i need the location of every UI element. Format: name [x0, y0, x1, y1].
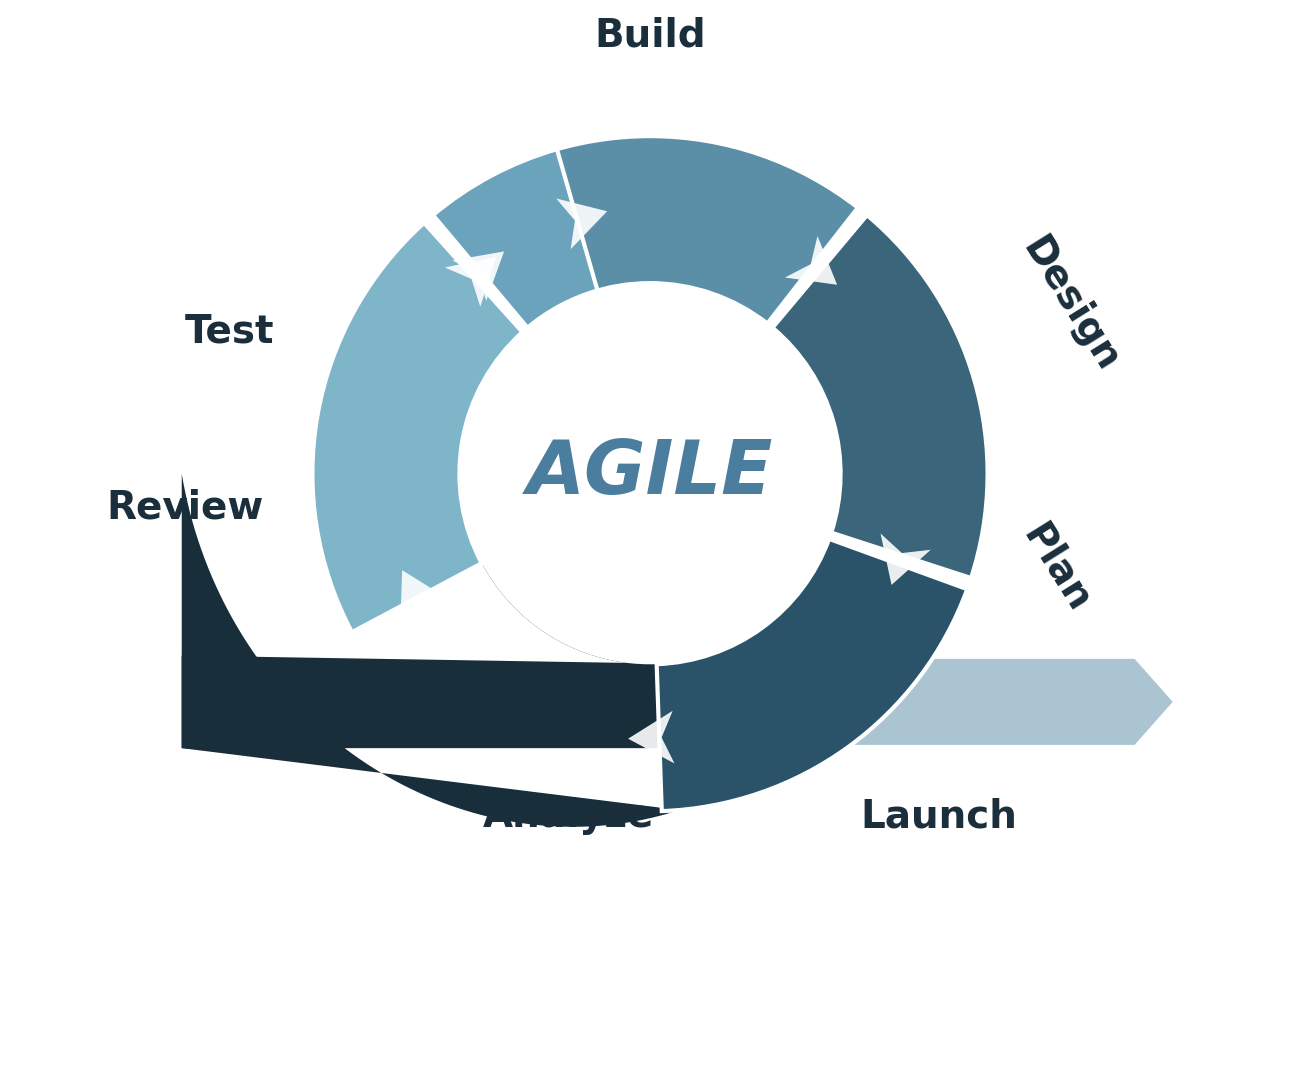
Text: Plan: Plan — [1015, 517, 1097, 619]
Polygon shape — [452, 252, 504, 301]
Wedge shape — [772, 216, 988, 578]
Text: Review: Review — [107, 489, 264, 526]
Polygon shape — [400, 571, 447, 623]
Polygon shape — [628, 711, 675, 763]
Polygon shape — [880, 534, 931, 585]
Text: AGILE: AGILE — [526, 437, 774, 511]
Wedge shape — [656, 539, 967, 811]
Polygon shape — [556, 198, 607, 249]
Wedge shape — [312, 223, 523, 633]
Polygon shape — [785, 236, 837, 285]
Polygon shape — [182, 474, 699, 827]
Wedge shape — [442, 136, 858, 323]
Circle shape — [459, 283, 841, 664]
Circle shape — [462, 285, 838, 662]
Text: Test: Test — [185, 313, 274, 351]
Polygon shape — [445, 257, 497, 307]
Polygon shape — [688, 659, 1173, 745]
Text: Analyze: Analyze — [482, 797, 654, 835]
Wedge shape — [433, 149, 598, 328]
Text: Launch: Launch — [861, 797, 1017, 835]
Text: Build: Build — [594, 16, 706, 54]
Text: Design: Design — [1015, 231, 1127, 379]
